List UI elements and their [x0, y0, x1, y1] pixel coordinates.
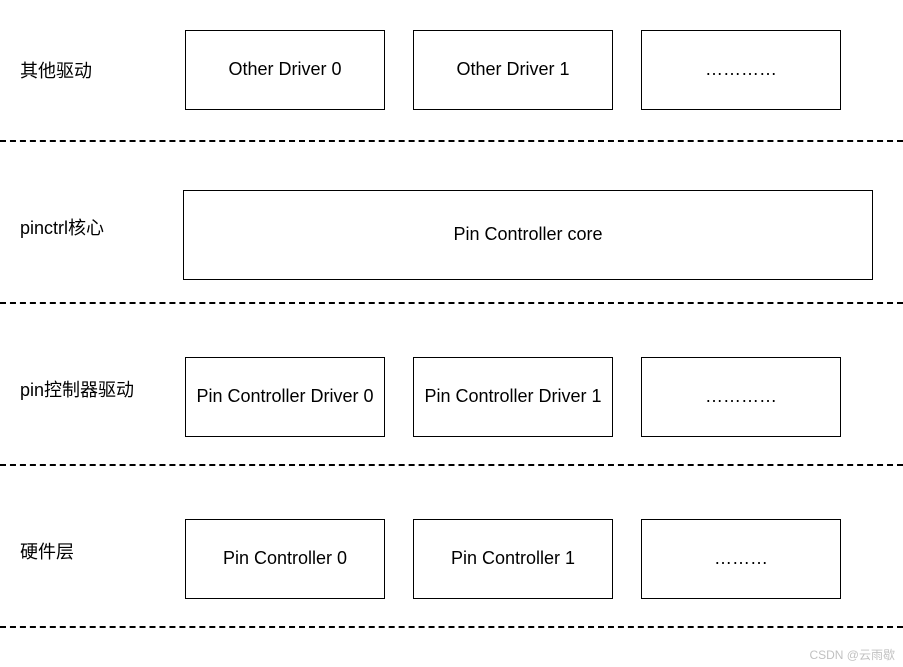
layer-label: pinctrl核心 — [0, 142, 183, 302]
box-other-driver-more: ………… — [641, 30, 841, 110]
box-pin-controller-1: Pin Controller 1 — [413, 519, 613, 599]
layer-hardware: 硬件层 Pin Controller 0 Pin Controller 1 ……… — [0, 466, 903, 626]
box-pin-controller-more: ……… — [641, 519, 841, 599]
layer-pinctrl-core: pinctrl核心 Pin Controller core — [0, 142, 903, 302]
layer-label: pin控制器驱动 — [0, 304, 185, 464]
layer-content: Pin Controller core — [183, 165, 903, 280]
layer-content: Pin Controller Driver 0 Pin Controller D… — [185, 332, 903, 437]
box-pin-controller-driver-more: ………… — [641, 357, 841, 437]
layer-other-drivers: 其他驱动 Other Driver 0 Other Driver 1 ………… — [0, 0, 903, 140]
layer-pin-controller-driver: pin控制器驱动 Pin Controller Driver 0 Pin Con… — [0, 304, 903, 464]
layer-content: Other Driver 0 Other Driver 1 ………… — [185, 30, 903, 110]
box-pin-controller-driver-1: Pin Controller Driver 1 — [413, 357, 613, 437]
box-pin-controller-core: Pin Controller core — [183, 190, 873, 280]
box-other-driver-1: Other Driver 1 — [413, 30, 613, 110]
box-pin-controller-driver-0: Pin Controller Driver 0 — [185, 357, 385, 437]
separator — [0, 626, 903, 628]
layer-content: Pin Controller 0 Pin Controller 1 ……… — [185, 494, 903, 599]
watermark: CSDN @云雨歇 — [809, 646, 895, 663]
box-pin-controller-0: Pin Controller 0 — [185, 519, 385, 599]
layer-label: 其他驱动 — [0, 0, 185, 140]
layer-label: 硬件层 — [0, 466, 185, 626]
box-other-driver-0: Other Driver 0 — [185, 30, 385, 110]
